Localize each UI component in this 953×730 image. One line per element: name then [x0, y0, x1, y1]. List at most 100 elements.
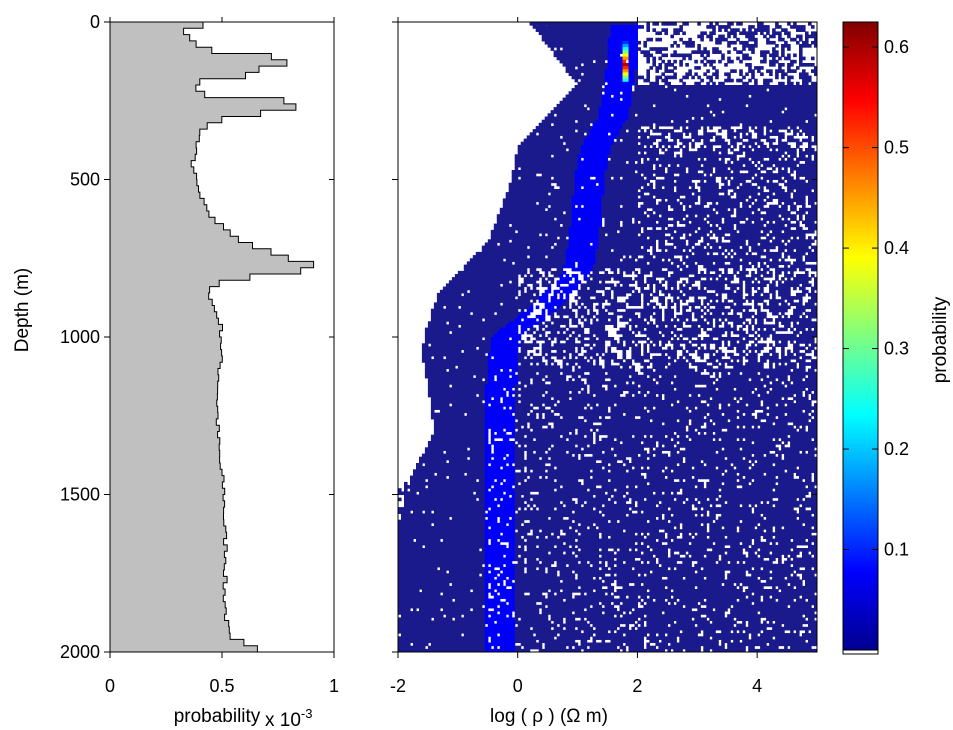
heatmap-cell	[571, 56, 576, 61]
heatmap-cell	[574, 192, 579, 196]
heatmap-cell	[601, 176, 606, 180]
heatmap-cell	[541, 189, 546, 193]
heatmap-cell	[592, 56, 597, 61]
heatmap-cell	[514, 163, 519, 168]
heatmap-cell	[634, 198, 638, 203]
heatmap-cell	[742, 122, 746, 127]
heatmap-cell	[709, 75, 713, 80]
heatmap-cell	[652, 220, 656, 225]
heatmap-cell	[613, 157, 618, 162]
heatmap-cell	[715, 204, 719, 209]
heatmap-cell	[664, 223, 668, 228]
heatmap-cell	[712, 116, 716, 121]
heatmap-cell	[691, 126, 695, 130]
heatmap-cell	[706, 141, 710, 146]
heatmap-cell	[799, 97, 803, 102]
heatmap-cell	[790, 88, 794, 92]
heatmap-cell	[622, 107, 627, 111]
heatmap-cell	[553, 119, 558, 124]
heatmap-cell	[727, 22, 731, 26]
heatmap-cell	[805, 126, 809, 130]
heatmap-cell	[802, 166, 806, 171]
heatmap-cell	[661, 100, 665, 105]
heatmap-cell	[574, 88, 579, 92]
heatmap-cell	[571, 47, 576, 51]
heatmap-cell	[811, 163, 815, 168]
heatmap-cell	[634, 88, 638, 92]
heatmap-cell	[667, 182, 671, 187]
heatmap-cell	[730, 78, 734, 83]
heatmap-cell	[580, 154, 585, 158]
heatmap-cell	[790, 116, 794, 121]
heatmap-cell	[748, 119, 752, 124]
heatmap-cell	[565, 59, 570, 64]
heatmap-cell	[802, 119, 806, 124]
heatmap-cell	[754, 144, 758, 149]
heatmap-cell	[577, 195, 582, 199]
heatmap-cell	[700, 88, 704, 92]
heatmap-cell	[766, 119, 770, 124]
heatmap-cell	[577, 44, 582, 48]
heatmap-cell	[658, 173, 662, 177]
heatmap-cell	[511, 182, 516, 187]
heatmap-cell	[544, 126, 549, 130]
heatmap-cell	[730, 207, 734, 212]
heatmap-cell	[727, 91, 731, 95]
heatmap-cell	[718, 163, 722, 168]
heatmap-cell	[760, 107, 764, 111]
heatmap-cell	[760, 144, 764, 149]
heatmap-cell	[778, 207, 782, 212]
heatmap-cell	[748, 182, 752, 187]
heatmap-cell	[574, 53, 579, 58]
heatmap-cell	[592, 157, 597, 162]
heatmap-cell	[571, 28, 576, 32]
heatmap-cell	[742, 75, 746, 80]
heatmap-cell	[631, 207, 635, 212]
heatmap-cell	[589, 40, 594, 45]
heatmap-cell	[712, 59, 716, 64]
heatmap-cell	[604, 47, 609, 51]
heatmap-cell	[607, 37, 612, 42]
heatmap-cell	[694, 122, 698, 127]
heatmap-cell	[703, 154, 707, 158]
heatmap-cell	[586, 170, 591, 174]
heatmap-cell	[805, 170, 809, 174]
heatmap-cell	[661, 91, 665, 95]
heatmap-cell	[721, 138, 725, 143]
heatmap-cell	[565, 119, 570, 124]
heatmap-cell	[598, 94, 603, 99]
heatmap-cell	[661, 198, 665, 203]
heatmap-cell	[781, 72, 785, 77]
heatmap-cell	[541, 126, 546, 130]
heatmap-cell	[670, 75, 674, 80]
heatmap-cell	[646, 166, 650, 171]
heatmap-cell	[631, 179, 635, 184]
heatmap-cell	[763, 53, 767, 58]
heatmap-cell	[760, 198, 764, 203]
heatmap-cell	[514, 185, 519, 190]
heatmap-cell	[628, 116, 633, 121]
heatmap-cell	[625, 170, 630, 174]
heatmap-cell	[544, 25, 549, 29]
heatmap-cell	[691, 50, 695, 54]
heatmap-cell	[733, 116, 737, 121]
heatmap-cell	[595, 103, 600, 108]
heatmap-cell	[763, 154, 767, 158]
heatmap-cell	[736, 173, 740, 177]
heatmap-cell	[739, 138, 743, 143]
heatmap-cell	[622, 37, 627, 42]
histogram-y-tick-label: 1000	[60, 327, 100, 347]
heatmap-cell	[811, 100, 815, 105]
heatmap-cell	[802, 151, 806, 155]
heatmap-cell	[601, 100, 606, 105]
heatmap-cell	[784, 126, 788, 130]
heatmap-cell	[619, 132, 624, 136]
heatmap-cell	[535, 192, 540, 196]
heatmap-cell	[610, 97, 615, 102]
heatmap-cell	[586, 201, 591, 206]
heatmap-cell	[589, 207, 594, 212]
heatmap-cell	[583, 198, 588, 203]
heatmap-cell	[757, 163, 761, 168]
heatmap-cell	[592, 53, 597, 58]
heatmap-cell	[571, 148, 576, 152]
